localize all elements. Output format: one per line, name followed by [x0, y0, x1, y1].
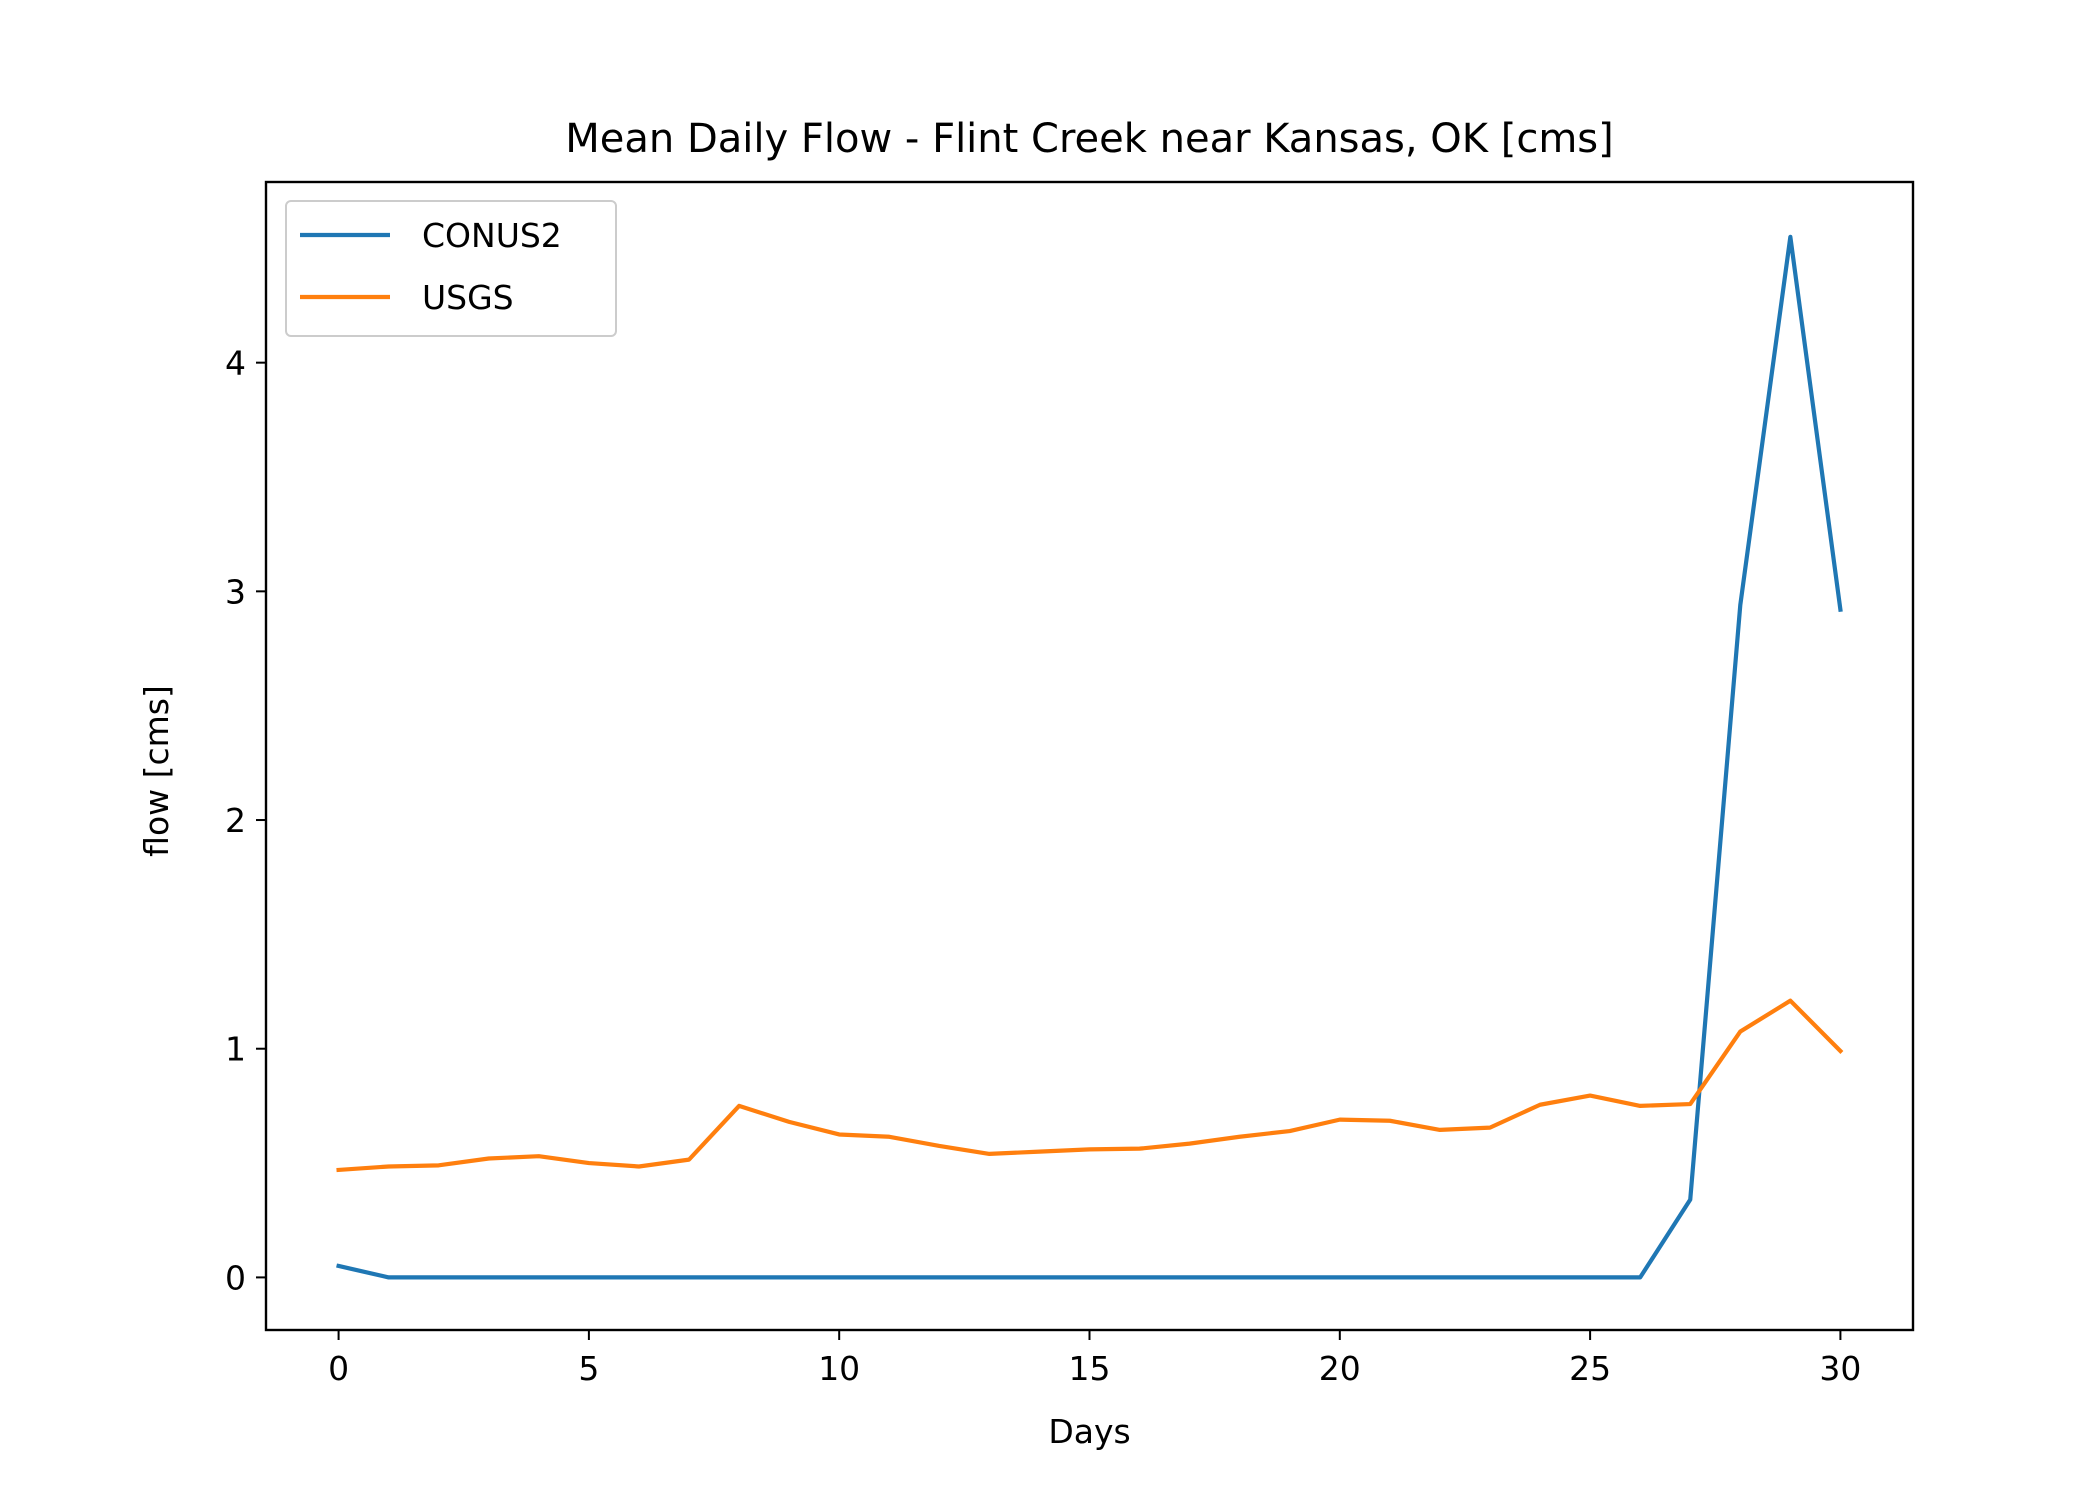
y-tick-label: 1: [225, 1030, 246, 1069]
series-layer: [336, 234, 1844, 1280]
x-tick-label: 0: [328, 1349, 349, 1388]
x-tick-label: 15: [1069, 1349, 1111, 1388]
x-tick-label: 10: [818, 1349, 860, 1388]
chart-title: Mean Daily Flow - Flint Creek near Kansa…: [565, 116, 1613, 162]
x-tick-label: 5: [578, 1349, 599, 1388]
x-tick-label: 20: [1319, 1349, 1361, 1388]
legend-label: CONUS2: [422, 216, 562, 255]
x-tick-label: 25: [1569, 1349, 1611, 1388]
y-tick-label: 0: [225, 1258, 246, 1297]
y-tick-label: 3: [225, 572, 246, 611]
x-axis-label: Days: [1048, 1412, 1130, 1451]
legend-label: USGS: [422, 278, 514, 317]
series-line-usgs: [336, 998, 1844, 1173]
series-line-conus2: [336, 234, 1843, 1280]
y-axis-ticks: 0 1 2 3 4: [225, 344, 266, 1297]
y-tick-label: 4: [225, 344, 246, 383]
x-axis-ticks: 0 5 10 15 20 25 30: [328, 1330, 1861, 1388]
legend: CONUS2 USGS: [285, 200, 617, 337]
y-axis-label: flow [cms]: [137, 685, 176, 857]
y-tick-label: 2: [225, 801, 246, 840]
x-tick-label: 30: [1819, 1349, 1861, 1388]
